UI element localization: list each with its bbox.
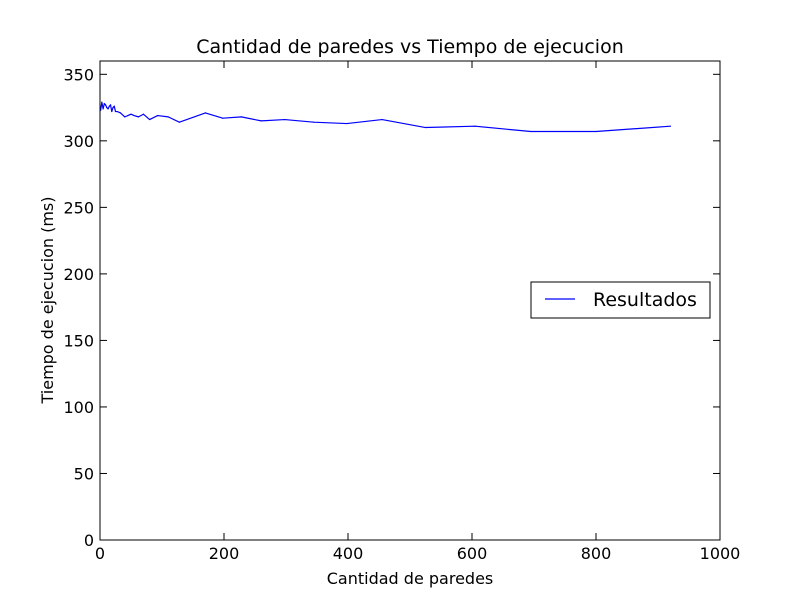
plot-frame <box>99 60 721 541</box>
data-point <box>474 125 476 127</box>
data-point <box>112 106 114 109</box>
data-point <box>102 108 104 110</box>
data-point <box>133 114 135 117</box>
x-tick-label: 1000 <box>700 544 741 563</box>
y-tick-label: 300 <box>63 132 94 151</box>
y-axis-label: Tiempo de ejecucion (ms) <box>38 196 57 404</box>
data-point <box>116 110 118 113</box>
data-point <box>111 110 113 113</box>
data-point <box>530 130 532 133</box>
data-point <box>157 114 159 117</box>
x-tick-label: 0 <box>95 544 105 563</box>
data-point <box>119 112 122 114</box>
data-point <box>595 130 597 133</box>
y-tick-label: 50 <box>74 464 94 483</box>
data-point <box>142 113 144 115</box>
data-point <box>260 120 262 122</box>
data-point <box>114 110 117 113</box>
data-point <box>108 105 110 107</box>
data-point <box>101 101 103 103</box>
data-point <box>284 118 286 121</box>
data-point <box>240 116 242 118</box>
data-point <box>124 116 126 118</box>
legend: Resultados <box>530 281 711 319</box>
data-point <box>109 104 112 106</box>
x-tick-label: 400 <box>333 544 364 563</box>
tick-layer: 0 200 400 600 800 1000 0 50 100 150 200 250 300 350 <box>63 61 740 563</box>
legend-label-resultados: Resultados <box>593 289 697 311</box>
data-point <box>137 116 140 118</box>
x-tick-label: 600 <box>457 544 488 563</box>
data-point <box>204 112 206 114</box>
series-layer <box>100 101 672 133</box>
data-point <box>669 125 672 127</box>
x-tick-label: 200 <box>209 544 240 563</box>
y-tick-label: 350 <box>63 65 94 84</box>
data-point <box>313 121 315 123</box>
data-point <box>346 122 348 125</box>
data-point <box>222 117 224 119</box>
y-tick-label: 200 <box>63 265 94 284</box>
x-axis-label: Cantidad de paredes <box>327 569 494 588</box>
y-tick-label: 150 <box>63 331 94 350</box>
y-tick-label: 250 <box>63 198 94 217</box>
data-point <box>106 106 108 109</box>
y-tick-label: 0 <box>84 531 94 550</box>
chart-title: Cantidad de paredes vs Tiempo de ejecuci… <box>196 36 623 58</box>
data-point <box>103 102 105 105</box>
data-point <box>381 118 383 121</box>
data-point <box>107 108 109 110</box>
data-point <box>167 116 169 118</box>
data-point <box>130 113 132 115</box>
data-point <box>424 126 427 129</box>
data-point <box>113 105 115 107</box>
y-tick-label: 100 <box>63 398 94 417</box>
data-point <box>178 121 180 123</box>
data-point <box>104 104 107 106</box>
x-tick-label: 800 <box>581 544 612 563</box>
legend-box <box>530 281 711 319</box>
data-point <box>149 118 151 121</box>
